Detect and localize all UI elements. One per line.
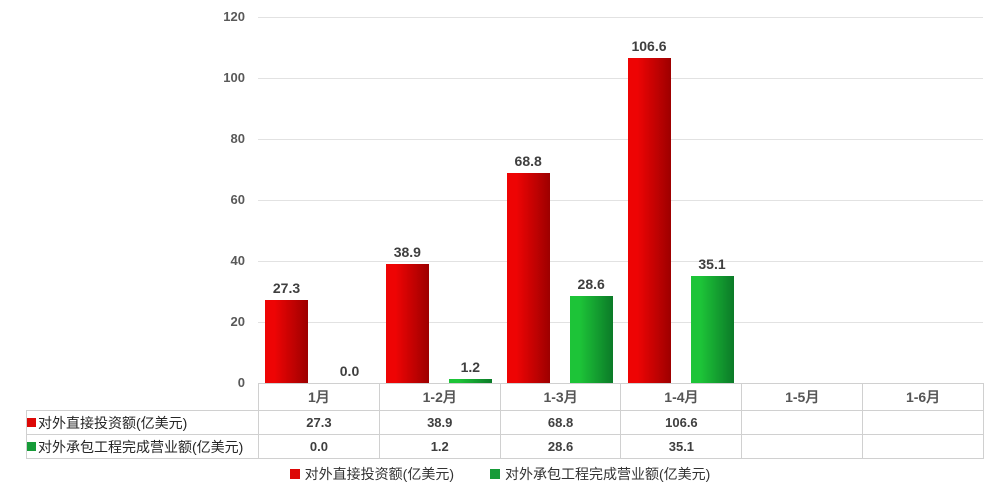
category-header-1-6月: 1-6月	[862, 383, 984, 411]
bar-series1-1-3月	[506, 173, 550, 383]
table-value-cell	[741, 434, 864, 459]
bar-series1-1月	[265, 299, 308, 383]
table-value-cell: 0.0	[258, 434, 380, 459]
category-header-1-4月: 1-4月	[620, 383, 743, 411]
data-table: 1月 1-2月 1-3月 1-4月 1-5月 1-6月 对外直接投资额(亿美元) 27.3 38…	[26, 383, 984, 459]
legend: 对外直接投资额(亿美元) 对外承包工程完成营业额(亿美元)	[0, 464, 1000, 484]
legend-item: 对外承包工程完成营业额(亿美元)	[490, 464, 710, 484]
y-tick-label: 60	[230, 192, 245, 207]
legend-label: 对外承包工程完成营业额(亿美元)	[505, 466, 711, 482]
table-value-cell: 38.9	[378, 410, 501, 435]
bar-series2-1-3月	[569, 295, 613, 383]
bar-value-label: 28.6	[577, 275, 605, 292]
table-value-cell: 1.2	[378, 434, 501, 459]
table-value-cell	[862, 410, 984, 435]
bar-value-label: 0.0	[339, 363, 360, 379]
y-tick-label: 20	[230, 314, 245, 329]
category-header-1月: 1月	[258, 383, 380, 411]
series-row-label: 对外承包工程完成营业额(亿美元)	[26, 434, 259, 459]
legend-label: 对外直接投资额(亿美元)	[304, 466, 454, 482]
table-value-cell: 106.6	[620, 410, 743, 435]
y-tick-label: 40	[230, 253, 245, 268]
gridline-y40	[258, 261, 983, 262]
gridline-y100	[258, 78, 983, 79]
table-value-cell: 68.8	[499, 410, 622, 435]
legend-swatch-icon	[490, 469, 500, 479]
gridline-y120	[258, 17, 983, 18]
category-header-1-3月: 1-3月	[499, 383, 622, 411]
series-swatch-icon	[27, 442, 36, 452]
bar-value-label: 38.9	[393, 244, 421, 261]
bar-value-label: 68.8	[514, 153, 542, 170]
bar-value-label: 1.2	[460, 359, 481, 376]
bar-value-label: 27.3	[272, 279, 301, 296]
bar-value-label: 106.6	[631, 37, 667, 54]
bar-series1-1-2月	[385, 264, 429, 383]
bar-value-label: 35.1	[698, 255, 726, 272]
bar-series2-1-2月	[448, 379, 492, 383]
y-tick-label: 100	[223, 70, 245, 85]
table-value-cell: 28.6	[499, 434, 622, 459]
category-header-1-5月: 1-5月	[741, 383, 864, 411]
legend-swatch-icon	[289, 469, 300, 479]
category-header-1-2月: 1-2月	[378, 383, 501, 411]
gridline-y20	[258, 322, 983, 323]
table-row: 对外直接投资额(亿美元) 27.3 38.9 68.8 106.6	[26, 410, 984, 435]
series-swatch-icon	[27, 418, 36, 428]
table-value-cell	[862, 434, 984, 459]
bar-series2-1-4月	[690, 275, 734, 383]
table-corner-empty	[27, 384, 259, 411]
legend-item: 对外直接投资额(亿美元)	[289, 464, 454, 484]
series-row-label: 对外直接投资额(亿美元)	[26, 410, 259, 435]
y-tick-label: 0	[237, 375, 245, 390]
bar-series1-1-4月	[627, 57, 671, 383]
y-tick-label: 120	[223, 9, 245, 24]
table-row: 对外承包工程完成营业额(亿美元) 0.0 1.2 28.6 35.1	[26, 434, 984, 459]
table-value-cell: 35.1	[620, 434, 743, 459]
table-value-cell: 27.3	[258, 410, 380, 435]
table-value-cell	[741, 410, 864, 435]
gridline-y80	[258, 139, 983, 140]
y-tick-label: 80	[230, 131, 245, 146]
gridline-y60	[258, 200, 983, 201]
